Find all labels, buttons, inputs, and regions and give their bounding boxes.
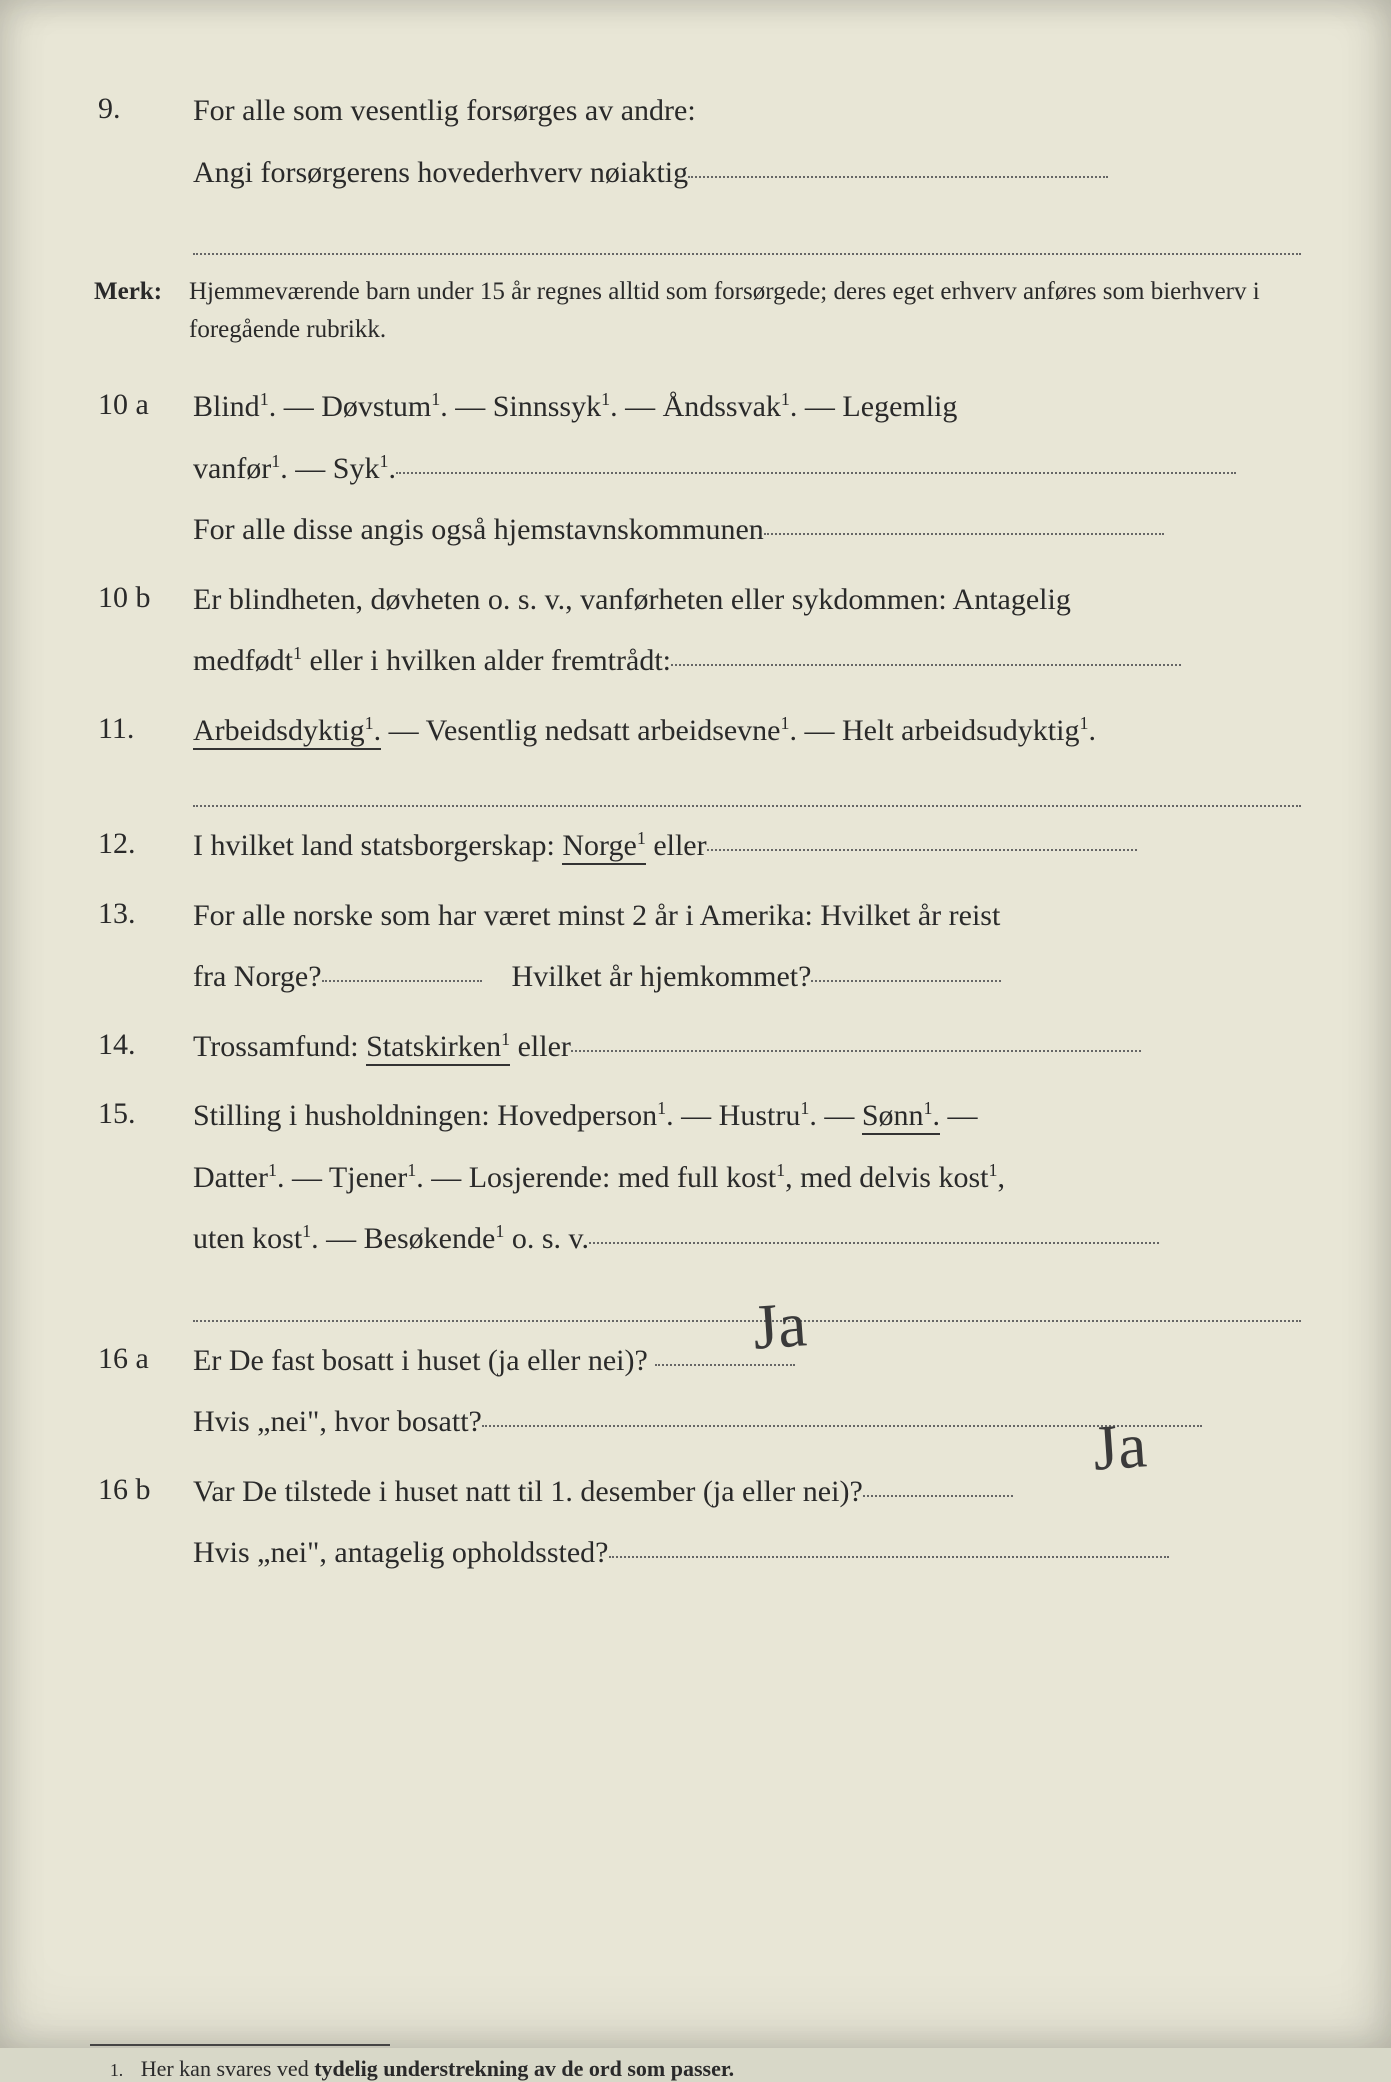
question-16b: 16 b Ja Var De tilstede i huset natt til… (90, 1461, 1301, 1584)
q9-line2: Angi forsørgerens hovederhverv nøiaktig (193, 142, 1301, 204)
question-10a: 10 a Blind1. — Døvstum1. — Sinnssyk1. — … (90, 376, 1301, 561)
q12-underlined: Norge1 (562, 829, 645, 865)
merk-note: Merk: Hjemmeværende barn under 15 år reg… (90, 273, 1301, 348)
footnote-number: 1. (110, 2060, 123, 2080)
q14-line1: Trossamfund: Statskirken1 eller (193, 1016, 1301, 1078)
q10b-blank[interactable] (671, 634, 1181, 666)
q14-post: eller (510, 1030, 571, 1063)
q11-rest: — Vesentlig nedsatt arbeidsevne1. — Helt… (381, 714, 1096, 747)
q13-blank2[interactable] (811, 950, 1001, 982)
question-11: 11. Arbeidsdyktig1. — Vesentlig nedsatt … (90, 700, 1301, 808)
q16b-blank2[interactable] (609, 1526, 1169, 1558)
question-12: 12. I hvilket land statsborgerskap: Norg… (90, 815, 1301, 877)
q16b-l2a: Hvis „nei", antagelig opholdssted? (193, 1536, 609, 1569)
q15-blank2[interactable] (193, 1280, 1301, 1322)
q16b-line1: Var De tilstede i huset natt til 1. dese… (193, 1461, 1301, 1523)
q16b-l1a: Var De tilstede i huset natt til 1. dese… (193, 1475, 863, 1508)
q16b-blank1[interactable] (863, 1465, 1013, 1497)
q10a-line1: Blind1. — Døvstum1. — Sinnssyk1. — Åndss… (193, 376, 1301, 438)
q14-pre: Trossamfund: (193, 1030, 366, 1063)
footnote-rule (90, 2044, 390, 2046)
q15-l1post: — (940, 1099, 978, 1132)
q15-underlined: Sønn1. (862, 1099, 940, 1135)
q10a-body: Blind1. — Døvstum1. — Sinnssyk1. — Åndss… (193, 376, 1301, 561)
q11-line1: Arbeidsdyktig1. — Vesentlig nedsatt arbe… (193, 700, 1301, 762)
question-13: 13. For alle norske som har været minst … (90, 885, 1301, 1008)
q15-l3a: uten kost1. — Besøkende1 o. s. v. (193, 1222, 589, 1255)
q16a-l2a: Hvis „nei", hvor bosatt? (193, 1405, 482, 1438)
question-10b: 10 b Er blindheten, døvheten o. s. v., v… (90, 569, 1301, 692)
q15-line2: Datter1. — Tjener1. — Losjerende: med fu… (193, 1147, 1301, 1209)
q10a-blank1[interactable] (396, 442, 1236, 474)
q9-body: For alle som vesentlig forsørges av andr… (193, 80, 1301, 255)
footnote-bold: tydelig understrekning av de ord som pas… (314, 2056, 734, 2081)
q11-blank[interactable] (193, 771, 1301, 807)
q12-post: eller (646, 829, 707, 862)
q13-l2a: fra Norge? (193, 960, 322, 993)
q10a-line3: For alle disse angis også hjemstavnskomm… (193, 499, 1301, 561)
q16b-number: 16 b (90, 1461, 193, 1518)
q10a-number: 10 a (90, 376, 193, 433)
q10a-line2-text: vanfør1. — Syk1. (193, 452, 396, 485)
q9-blank-full[interactable] (193, 213, 1301, 255)
q13-blank1[interactable] (322, 950, 482, 982)
q12-number: 12. (90, 815, 193, 872)
question-15: 15. Stilling i husholdningen: Hovedperso… (90, 1085, 1301, 1322)
census-form-page: 9. For alle som vesentlig forsørges av a… (0, 0, 1391, 2048)
q15-number: 15. (90, 1085, 193, 1142)
q15-body: Stilling i husholdningen: Hovedperson1. … (193, 1085, 1301, 1322)
q11-underlined: Arbeidsdyktig1. (193, 714, 381, 750)
q10b-number: 10 b (90, 569, 193, 626)
q14-underlined: Statskirken1 (366, 1030, 510, 1066)
q13-l2b: Hvilket år hjemkommet? (512, 960, 812, 993)
q14-blank[interactable] (571, 1020, 1141, 1052)
q9-line2-text: Angi forsørgerens hovederhverv nøiaktig (193, 156, 688, 189)
q12-body: I hvilket land statsborgerskap: Norge1 e… (193, 815, 1301, 877)
merk-text: Hjemmeværende barn under 15 år regnes al… (189, 273, 1301, 348)
q12-line1: I hvilket land statsborgerskap: Norge1 e… (193, 815, 1301, 877)
q10a-blank2[interactable] (764, 503, 1164, 535)
q11-number: 11. (90, 700, 193, 757)
q10b-line2: medfødt1 eller i hvilken alder fremtrådt… (193, 630, 1301, 692)
q15-l1pre: Stilling i husholdningen: Hovedperson1. … (193, 1099, 862, 1132)
q16a-line1: Er De fast bosatt i huset (ja eller nei)… (193, 1330, 1301, 1392)
q10a-line2: vanfør1. — Syk1. (193, 438, 1301, 500)
q9-blank[interactable] (688, 146, 1108, 178)
q15-line3: uten kost1. — Besøkende1 o. s. v. (193, 1208, 1301, 1270)
q12-blank[interactable] (707, 819, 1137, 851)
q11-body: Arbeidsdyktig1. — Vesentlig nedsatt arbe… (193, 700, 1301, 808)
q15-blank1[interactable] (589, 1212, 1159, 1244)
q10b-line1: Er blindheten, døvheten o. s. v., vanfør… (193, 569, 1301, 631)
q16a-blank1[interactable] (655, 1334, 795, 1366)
q10b-line2-text: medfødt1 eller i hvilken alder fremtrådt… (193, 644, 671, 677)
question-9: 9. For alle som vesentlig forsørges av a… (90, 80, 1301, 255)
q14-number: 14. (90, 1016, 193, 1073)
q10a-line3-text: For alle disse angis også hjemstavnskomm… (193, 513, 764, 546)
footnote: 1. Her kan svares ved tydelig understrek… (90, 2056, 1301, 2082)
q16b-body: Ja Var De tilstede i huset natt til 1. d… (193, 1461, 1301, 1584)
merk-label: Merk: (90, 273, 189, 311)
q14-body: Trossamfund: Statskirken1 eller (193, 1016, 1301, 1078)
q16a-l1a: Er De fast bosatt i huset (ja eller nei)… (193, 1344, 655, 1377)
q13-number: 13. (90, 885, 193, 942)
q13-body: For alle norske som har været minst 2 år… (193, 885, 1301, 1008)
footnote-pre: Her kan svares ved (141, 2056, 315, 2081)
q9-line1: For alle som vesentlig forsørges av andr… (193, 80, 1301, 142)
q13-line1: For alle norske som har været minst 2 år… (193, 885, 1301, 947)
q9-number: 9. (90, 80, 193, 137)
q15-line1: Stilling i husholdningen: Hovedperson1. … (193, 1085, 1301, 1147)
q16a-number: 16 a (90, 1330, 193, 1387)
q10b-body: Er blindheten, døvheten o. s. v., vanfør… (193, 569, 1301, 692)
question-14: 14. Trossamfund: Statskirken1 eller (90, 1016, 1301, 1078)
q16b-line2: Hvis „nei", antagelig opholdssted? (193, 1522, 1301, 1584)
q12-pre: I hvilket land statsborgerskap: (193, 829, 562, 862)
q13-line2: fra Norge? Hvilket år hjemkommet? (193, 946, 1301, 1008)
